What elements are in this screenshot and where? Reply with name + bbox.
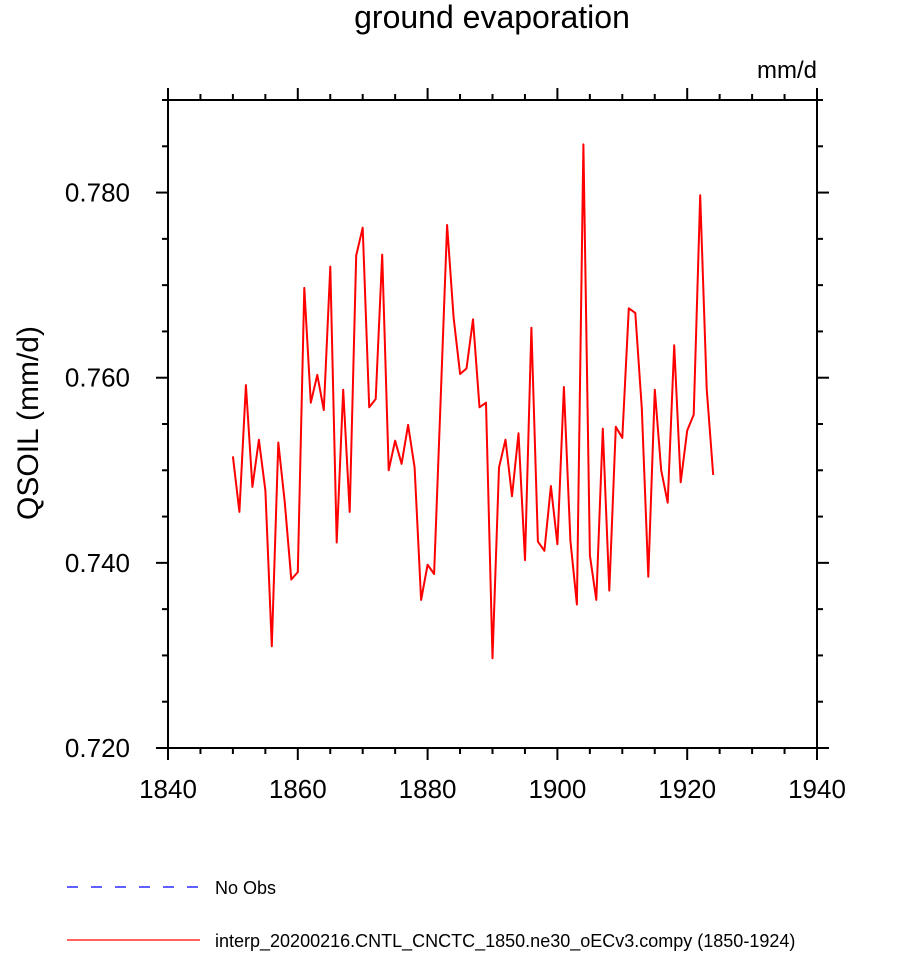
units-label: mm/d <box>757 57 817 84</box>
x-tick-label: 1920 <box>658 774 716 804</box>
y-tick-label: 0.780 <box>65 178 130 208</box>
series-line-1 <box>231 143 715 660</box>
legend-label-no-obs: No Obs <box>215 878 276 898</box>
y-axis-label: QSOIL (mm/d) <box>12 326 45 520</box>
x-tick-label: 1940 <box>788 774 846 804</box>
legend: No Obs interp_20200216.CNTL_CNCTC_1850.n… <box>67 878 795 952</box>
y-tick-label: 0.740 <box>65 548 130 578</box>
y-tick-label: 0.760 <box>65 363 130 393</box>
chart-title: ground evaporation <box>354 0 630 35</box>
x-tick-label: 1880 <box>399 774 457 804</box>
x-tick-label: 1840 <box>139 774 197 804</box>
plot-area: 1840 1860 1880 1900 1920 1940 0.720 0.740 0.760 0… <box>65 88 846 804</box>
x-tick-label: 1860 <box>269 774 327 804</box>
y-tick-label: 0.720 <box>65 733 130 763</box>
x-tick-label: 1900 <box>528 774 586 804</box>
legend-label-model: interp_20200216.CNTL_CNCTC_1850.ne30_oEC… <box>215 931 795 952</box>
